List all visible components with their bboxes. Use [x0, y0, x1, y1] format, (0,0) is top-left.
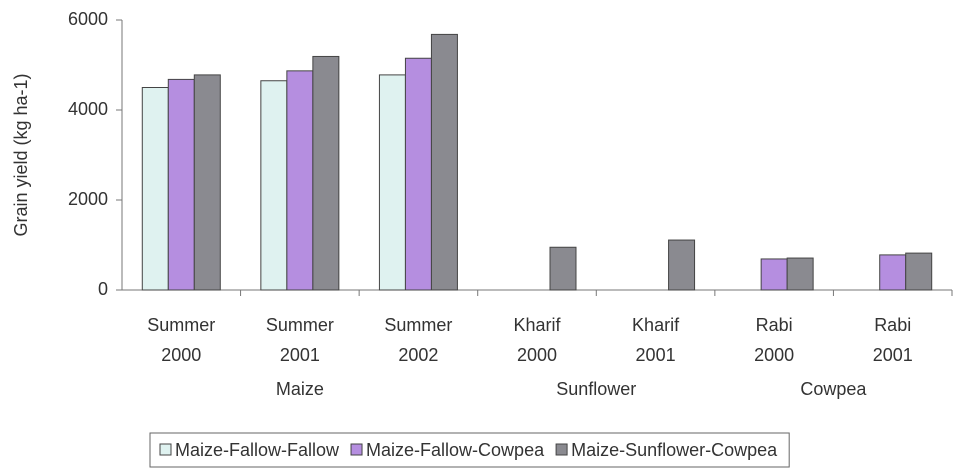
group-label: Maize: [276, 379, 324, 399]
bar: [378, 74, 406, 291]
x-tick-label: 2001: [636, 345, 676, 365]
x-tick-label: Summer: [384, 315, 452, 335]
bar: [286, 70, 314, 291]
x-tick-label: 2000: [754, 345, 794, 365]
legend: Maize-Fallow-Fallow Maize-Fallow-Cowpea Ma…: [149, 432, 790, 468]
bar: [312, 55, 340, 291]
x-tick-label: Kharif: [513, 315, 561, 335]
y-tick-label: 4000: [68, 99, 108, 119]
bar: [260, 80, 288, 291]
y-tick-label: 0: [98, 279, 108, 299]
y-tick-label: 6000: [68, 9, 108, 29]
bar: [905, 252, 933, 291]
legend-swatch: [350, 443, 363, 456]
legend-label: Maize-Sunflower-Cowpea: [571, 440, 778, 460]
bar: [404, 57, 432, 291]
x-tick-label: 2001: [280, 345, 320, 365]
legend-swatch: [159, 443, 172, 456]
bar: [549, 246, 577, 291]
x-tick-label: 2002: [398, 345, 438, 365]
bar: [786, 257, 814, 291]
x-tick-label: Rabi: [756, 315, 793, 335]
bar: [193, 74, 221, 291]
x-tick-label: 2001: [873, 345, 913, 365]
bar: [760, 258, 788, 291]
group-label: Cowpea: [800, 379, 867, 399]
x-tick-label: Summer: [147, 315, 215, 335]
bar: [879, 254, 907, 291]
bar: [167, 78, 195, 291]
legend-label: Maize-Fallow-Cowpea: [366, 440, 545, 460]
x-tick-label: Kharif: [632, 315, 680, 335]
y-axis-label: Grain yield (kg ha-1): [11, 73, 31, 236]
bar: [668, 239, 696, 291]
legend-box: [149, 432, 790, 468]
x-tick-label: 2000: [161, 345, 201, 365]
legend-swatch: [555, 443, 568, 456]
legend-label: Maize-Fallow-Fallow: [175, 440, 340, 460]
bar: [430, 33, 458, 291]
group-label: Sunflower: [556, 379, 636, 399]
x-tick-label: Rabi: [874, 315, 911, 335]
x-tick-label: Summer: [266, 315, 334, 335]
bar: [141, 87, 169, 291]
x-tick-label: 2000: [517, 345, 557, 365]
y-tick-label: 2000: [68, 189, 108, 209]
